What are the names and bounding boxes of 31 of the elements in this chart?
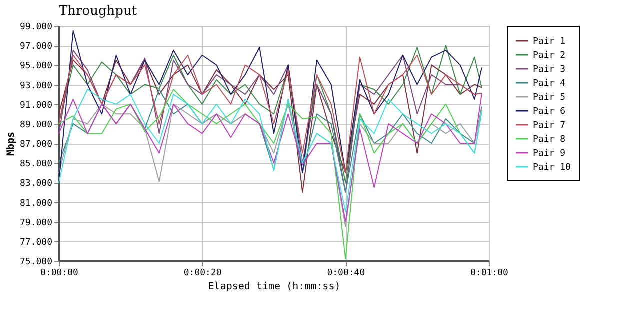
legend-label: Pair 3 bbox=[533, 65, 566, 75]
legend-label: Pair 8 bbox=[533, 135, 566, 145]
x-tick-label: 0:00:20 bbox=[184, 268, 222, 278]
legend-label: Pair 2 bbox=[533, 51, 566, 61]
y-tick-label: 75.000 bbox=[20, 258, 52, 268]
legend-label: Pair 1 bbox=[533, 37, 566, 47]
y-tick-label: 85.000 bbox=[20, 160, 52, 170]
y-tick-label: 89.000 bbox=[20, 120, 52, 130]
y-tick-label: 77.000 bbox=[20, 238, 52, 248]
y-axis-title: Mbps bbox=[6, 132, 17, 156]
y-tick-label: 97.000 bbox=[20, 42, 52, 52]
y-tick-label: 83.000 bbox=[20, 179, 52, 190]
legend-label: Pair 10 bbox=[533, 163, 571, 173]
y-tick-label: 79.000 bbox=[20, 218, 52, 228]
chart-title: Throughput bbox=[59, 4, 138, 19]
x-axis-title: Elapsed time (h:mm:ss) bbox=[208, 282, 341, 292]
legend-label: Pair 9 bbox=[533, 149, 566, 159]
legend-label: Pair 4 bbox=[533, 79, 566, 89]
x-tick-label: 0:00:40 bbox=[327, 268, 366, 278]
y-tick-label: 93.000 bbox=[20, 81, 52, 92]
legend-label: Pair 6 bbox=[533, 107, 566, 117]
y-tick-label: 87.000 bbox=[20, 140, 52, 150]
y-tick-label: 99.000 bbox=[20, 22, 52, 32]
x-tick-label: 0:01:00 bbox=[470, 268, 508, 278]
legend-label: Pair 7 bbox=[533, 121, 566, 131]
y-tick-label: 81.000 bbox=[20, 198, 52, 209]
x-tick-label: 0:00:00 bbox=[40, 268, 78, 278]
y-tick-label: 91.000 bbox=[20, 100, 52, 111]
y-tick-label: 95.000 bbox=[20, 62, 52, 72]
legend-label: Pair 5 bbox=[533, 93, 566, 103]
line-series bbox=[58, 89, 482, 260]
